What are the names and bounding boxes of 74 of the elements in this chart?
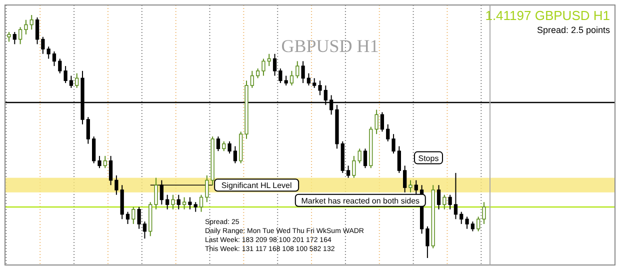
- candlestick: [374, 109, 378, 135]
- candlestick: [352, 155, 356, 178]
- candlestick: [312, 78, 316, 88]
- candlestick: [194, 202, 198, 212]
- candlestick: [199, 194, 204, 212]
- candlestick: [278, 68, 282, 84]
- candlestick: [132, 206, 136, 224]
- candlestick: [182, 196, 186, 210]
- candlestick: [290, 70, 294, 86]
- text: GBPUSD H1: [281, 36, 379, 56]
- candlestick: [306, 72, 311, 86]
- candlestick: [75, 72, 79, 88]
- candlestick: [46, 46, 50, 60]
- candlestick: [358, 148, 362, 164]
- candlestick: [380, 112, 384, 132]
- candlestick: [176, 194, 180, 210]
- candlestick: [154, 177, 158, 210]
- candlestick: [272, 53, 277, 76]
- candlestick: [142, 221, 147, 240]
- candlestick: [267, 53, 271, 67]
- candlestick: [454, 172, 458, 220]
- candlestick: [386, 124, 390, 142]
- annotation: Market has reacted on both sides: [301, 196, 420, 206]
- candlestick: [137, 206, 141, 230]
- candlestick: [442, 194, 446, 210]
- candlestick: [262, 58, 266, 76]
- candlestick: [256, 68, 260, 79]
- candlestick: [103, 155, 107, 169]
- candlestick: [470, 221, 475, 232]
- candlestick: [58, 58, 62, 74]
- candlestick: [426, 226, 430, 258]
- candlestick: [41, 36, 45, 54]
- candlestick: [397, 146, 401, 174]
- candlestick: [98, 155, 102, 169]
- candlestick: [30, 14, 34, 30]
- candlestick: [86, 116, 90, 144]
- candlestick: [346, 165, 350, 178]
- candlestick: [52, 50, 56, 67]
- candlestick: [284, 75, 288, 86]
- candlestick: [448, 194, 452, 210]
- candlestick: [222, 140, 226, 152]
- text: 1.41197 GBPUSD H1: [485, 8, 610, 23]
- candlestick: [166, 194, 170, 210]
- candlestick: [465, 216, 469, 230]
- candlestick: [482, 202, 486, 224]
- candlestick: [126, 211, 130, 224]
- candlestick: [301, 60, 305, 84]
- candlestick: [233, 146, 238, 164]
- candlestick: [296, 60, 300, 79]
- candlestick: [114, 174, 118, 196]
- band-label: Significant HL Level: [221, 181, 292, 190]
- candlestick: [35, 16, 40, 45]
- candlestick: [392, 134, 396, 154]
- candlestick: [188, 196, 192, 210]
- candlestick: [171, 194, 175, 210]
- candlestick: [69, 75, 74, 88]
- candlestick: [460, 211, 464, 224]
- candlestick: [64, 66, 68, 84]
- candlestick: [228, 140, 232, 154]
- candlestick: [92, 136, 96, 164]
- candlestick: [18, 26, 22, 45]
- candlestick: [318, 80, 322, 96]
- annotation: Stops: [418, 154, 439, 163]
- candlestick: [12, 32, 16, 45]
- candlestick: [205, 174, 209, 203]
- candlestick: [363, 148, 368, 169]
- candlestick: [476, 216, 480, 232]
- candlestick: [250, 70, 254, 88]
- candlestick: [216, 136, 220, 152]
- candlestick: [7, 32, 11, 42]
- candlestick: [108, 155, 113, 186]
- text: Spread: 2.5 points: [536, 25, 610, 35]
- candlestick: [24, 19, 28, 35]
- candlestick: [436, 184, 441, 210]
